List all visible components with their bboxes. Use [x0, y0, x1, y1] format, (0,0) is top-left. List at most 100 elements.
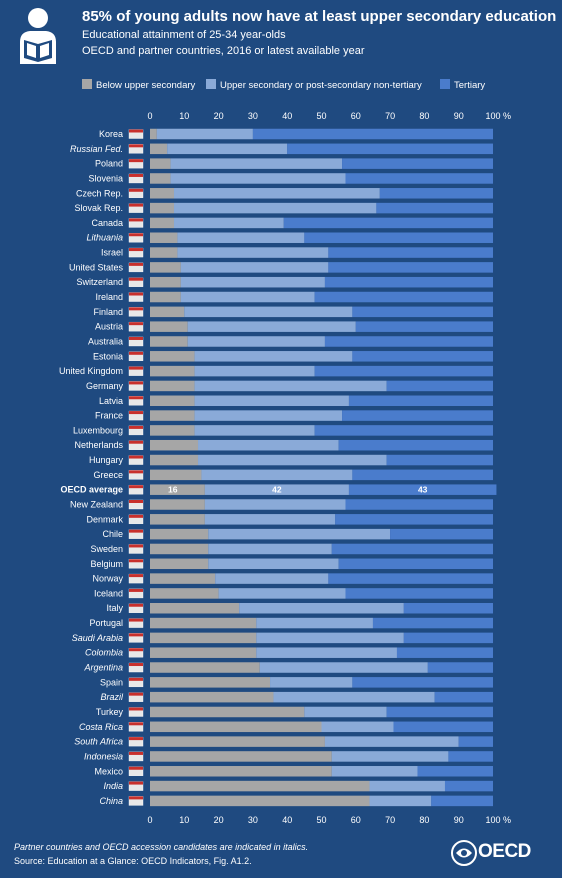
- bar-below-upper-secondary: [150, 336, 188, 347]
- oecd-logo-text: OECD: [478, 841, 531, 862]
- bar-tertiary: [386, 380, 493, 392]
- bar-tertiary: [252, 128, 493, 140]
- flag-stripe: [129, 248, 143, 252]
- country-label: China: [99, 796, 123, 806]
- bar-tertiary: [352, 677, 493, 688]
- flag-stripe: [129, 203, 143, 207]
- legend-item-below: Below upper secondary: [82, 79, 195, 91]
- country-label: Estonia: [93, 351, 123, 361]
- country-label: India: [103, 781, 123, 791]
- axis-tick-label-top: 90: [454, 111, 464, 121]
- bar-below-upper-secondary: [150, 573, 216, 584]
- country-label: Latvia: [99, 396, 123, 406]
- bar-upper-secondary: [208, 543, 332, 555]
- country-label: South Africa: [74, 737, 123, 747]
- bar-tertiary: [403, 602, 493, 614]
- bar-upper-secondary: [204, 484, 349, 495]
- bar-upper-secondary: [273, 691, 435, 703]
- bar-tertiary: [345, 588, 493, 599]
- axis-tick-label-bottom: 10: [179, 815, 189, 825]
- bar-upper-secondary: [174, 202, 377, 214]
- bar-below-upper-secondary: [150, 751, 332, 762]
- bar-upper-secondary: [208, 558, 339, 570]
- country-label: Germany: [86, 381, 124, 391]
- axis-tick-label-bottom: 30: [248, 815, 258, 825]
- bar-tertiary: [431, 795, 493, 807]
- bar-below-upper-secondary: [150, 247, 178, 258]
- bar-upper-secondary: [218, 588, 346, 599]
- bar-tertiary: [390, 528, 493, 540]
- bar-upper-secondary: [369, 795, 432, 807]
- bar-below-upper-secondary: [150, 232, 178, 243]
- axis-tick-label-top: 0: [147, 111, 152, 121]
- bar-below-upper-secondary: [150, 291, 181, 303]
- bar-tertiary: [335, 514, 493, 525]
- bar-upper-secondary: [174, 188, 380, 199]
- bar-below-upper-secondary: [150, 617, 257, 629]
- axis-tick-label-top: 50: [316, 111, 326, 121]
- flag-stripe: [129, 485, 143, 489]
- data-label-average-tertiary: 43: [418, 485, 428, 495]
- bar-tertiary: [434, 691, 493, 703]
- flag-stripe: [129, 440, 143, 444]
- flag-stripe: [129, 633, 143, 637]
- bar-tertiary: [324, 336, 493, 347]
- flag-stripe: [129, 425, 143, 429]
- country-label: Ireland: [95, 292, 123, 302]
- bar-below-upper-secondary: [150, 588, 219, 599]
- flag-stripe: [129, 677, 143, 681]
- bar-upper-secondary: [256, 617, 373, 629]
- legend-swatch-upper: [206, 79, 216, 89]
- country-label: Chile: [102, 529, 123, 539]
- axis-tick-label-bottom: 100: [485, 815, 500, 825]
- bar-below-upper-secondary: [150, 188, 175, 199]
- bar-below-upper-secondary: [150, 795, 370, 807]
- bar-upper-secondary: [204, 499, 346, 510]
- legend-item-upper: Upper secondary or post-secondary non-te…: [206, 79, 422, 91]
- country-label: Canada: [91, 218, 123, 228]
- country-label: Iceland: [94, 588, 123, 598]
- country-label: France: [95, 411, 123, 421]
- bar-upper-secondary: [256, 647, 397, 658]
- bar-tertiary: [393, 721, 493, 733]
- country-label: Russian Fed.: [70, 144, 123, 154]
- axis-tick-label-top: 20: [214, 111, 224, 121]
- country-label: Argentina: [83, 663, 123, 673]
- country-label: Saudi Arabia: [72, 633, 123, 643]
- country-label: United Kingdom: [59, 366, 123, 376]
- data-label-average-below: 16: [168, 485, 178, 495]
- chart-subtitle-scope: OECD and partner countries, 2016 or late…: [82, 45, 365, 57]
- flag-stripe: [129, 781, 143, 785]
- country-label: Slovak Rep.: [74, 203, 123, 213]
- bar-tertiary: [338, 439, 493, 451]
- bar-below-upper-secondary: [150, 128, 157, 140]
- bar-tertiary: [417, 766, 493, 777]
- bar-tertiary: [328, 262, 493, 273]
- axis-tick-label-bottom: 60: [351, 815, 361, 825]
- flag-stripe: [129, 173, 143, 177]
- bar-upper-secondary: [194, 395, 349, 407]
- bar-below-upper-secondary: [150, 365, 195, 377]
- bar-upper-secondary: [180, 262, 329, 273]
- flag-stripe: [129, 159, 143, 163]
- flag-stripe: [129, 500, 143, 503]
- footer-source: Source: Education at a Glance: OECD Indi…: [14, 856, 252, 866]
- bar-below-upper-secondary: [150, 558, 209, 570]
- flag-au-icon: [128, 336, 144, 347]
- country-label: Hungary: [89, 455, 124, 465]
- country-label: Greece: [93, 470, 123, 480]
- axis-tick-label-bottom: 90: [454, 815, 464, 825]
- bar-tertiary: [376, 202, 493, 214]
- student-reading-icon: [20, 8, 56, 64]
- country-label: Belgium: [90, 559, 123, 569]
- bar-upper-secondary: [204, 514, 336, 525]
- country-label: Denmark: [86, 514, 123, 524]
- legend-label-tertiary: Tertiary: [454, 80, 486, 91]
- bar-tertiary: [314, 365, 493, 377]
- country-label: Brazil: [100, 692, 124, 702]
- bar-upper-secondary: [198, 439, 339, 451]
- bar-tertiary: [458, 736, 493, 747]
- bar-tertiary: [314, 291, 493, 303]
- bar-below-upper-secondary: [150, 528, 209, 540]
- flag-stripe: [129, 336, 143, 340]
